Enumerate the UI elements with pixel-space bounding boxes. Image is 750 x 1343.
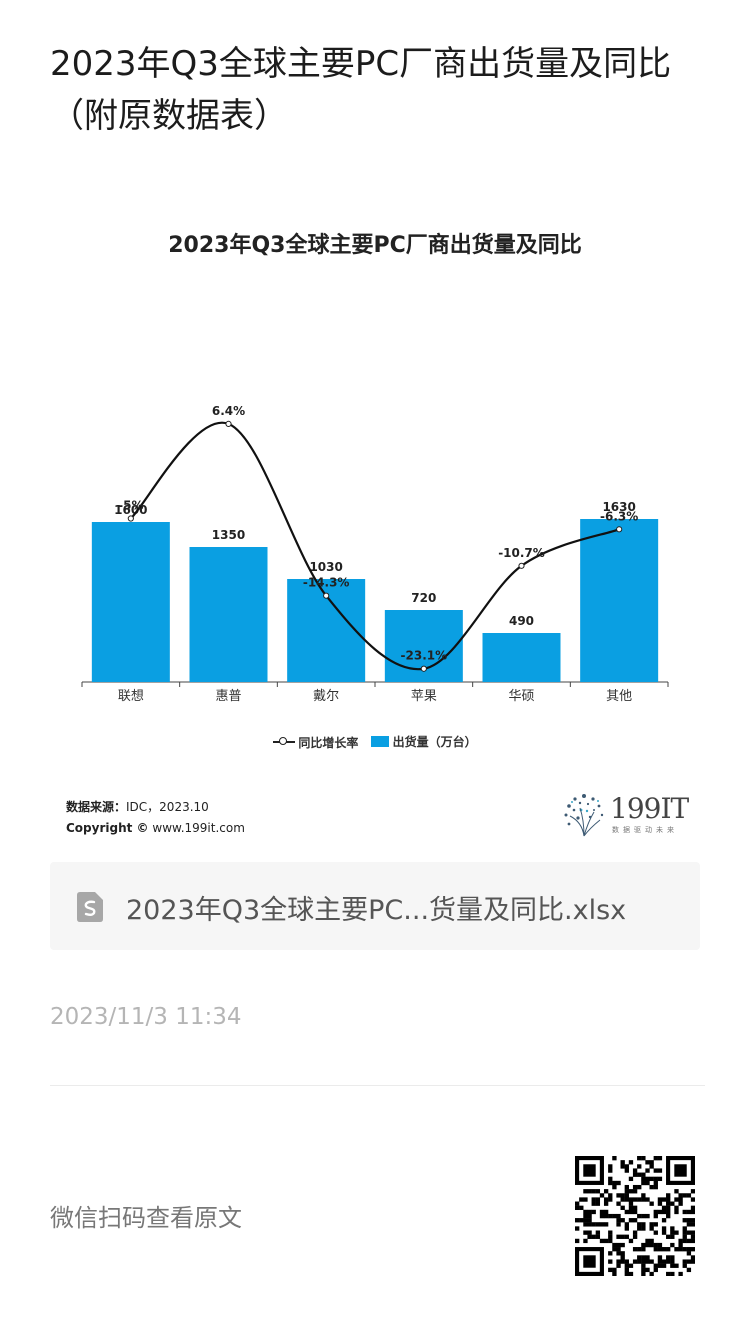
copyright-label: Copyright © xyxy=(66,821,149,835)
bar-value-label: 720 xyxy=(411,591,436,605)
legend-growth-rate: 同比增长率 xyxy=(273,734,358,751)
growth-point-4 xyxy=(420,665,427,672)
article-title: 2023年Q3全球主要PC厂商出货量及同比（附原数据表） xyxy=(50,44,672,136)
growth-point-3 xyxy=(323,592,330,599)
dandelion-logo-icon xyxy=(564,794,604,837)
legend-shipments-label: 出货量（万台） xyxy=(392,735,477,749)
line-marker-icon xyxy=(273,737,296,747)
growth-value-label: -14.3% xyxy=(303,576,350,590)
x-tick-label: 华硕 xyxy=(508,689,534,704)
source-value: IDC，2023.10 xyxy=(126,800,209,814)
bar-5 xyxy=(482,633,561,682)
bar-2 xyxy=(189,547,268,682)
growth-value-label: -6.3% xyxy=(600,509,638,523)
growth-point-1 xyxy=(127,515,134,522)
divider xyxy=(50,1085,705,1086)
growth-value-label: 6.4% xyxy=(212,404,245,418)
chart-legend: 同比增长率 出货量（万台） xyxy=(40,733,710,751)
bar-value-label: 1350 xyxy=(212,528,245,542)
bar-value-label: 1030 xyxy=(309,560,342,574)
x-tick-label: 联想 xyxy=(118,688,144,704)
bar-6 xyxy=(580,519,659,682)
brand-name: 199IT xyxy=(610,792,689,825)
bar-1 xyxy=(91,522,170,682)
growth-value-label: -23.1% xyxy=(401,649,448,663)
legend-growth-rate-label: 同比增长率 xyxy=(298,735,359,750)
qr-code-icon[interactable] xyxy=(575,1156,695,1276)
bar-value-label: 1630 xyxy=(602,500,635,514)
combo-chart: 1600联想1350惠普1030戴尔720苹果490华硕1630其他-5%6.4… xyxy=(81,404,669,704)
source-label: 数据来源： xyxy=(66,800,127,814)
bar-swatch-icon xyxy=(370,736,389,747)
attachment-card[interactable]: 2023年Q3全球主要PC...货量及同比.xlsx xyxy=(50,862,700,950)
legend-shipments: 出货量（万台） xyxy=(370,733,477,750)
x-tick-label: 其他 xyxy=(606,689,632,704)
bar-value-label: 490 xyxy=(509,614,534,628)
x-tick-label: 苹果 xyxy=(411,689,437,704)
x-tick-label: 戴尔 xyxy=(313,689,339,704)
publish-timestamp: 2023/11/3 11:34 xyxy=(50,1004,242,1030)
chart-title: 2023年Q3全球主要PC厂商出货量及同比 xyxy=(168,233,582,258)
brand-logo: 199IT 数据驱动未来 xyxy=(560,790,700,840)
growth-point-2 xyxy=(225,420,232,427)
growth-value-label: -10.7% xyxy=(498,546,545,560)
brand-slogan: 数据驱动未来 xyxy=(612,826,678,834)
x-tick-label: 惠普 xyxy=(215,689,241,704)
growth-value-label: -5% xyxy=(118,499,143,513)
attachment-file-name[interactable]: 2023年Q3全球主要PC...货量及同比.xlsx xyxy=(126,895,627,926)
qr-prompt: 微信扫码查看原文 xyxy=(50,1204,242,1232)
chart-image[interactable]: 1600 联想 1350 惠普 1030 戴尔 720 苹果 490 华硕 1630 其他 -5% 6.4… xyxy=(40,205,710,850)
spreadsheet-file-icon xyxy=(77,892,103,922)
copyright-value: www.199it.com xyxy=(152,821,245,835)
chart-source: 数据来源：IDC，2023.10 Copyright © www.199it.c… xyxy=(66,797,245,839)
growth-point-5 xyxy=(518,562,525,569)
growth-point-6 xyxy=(616,526,623,533)
